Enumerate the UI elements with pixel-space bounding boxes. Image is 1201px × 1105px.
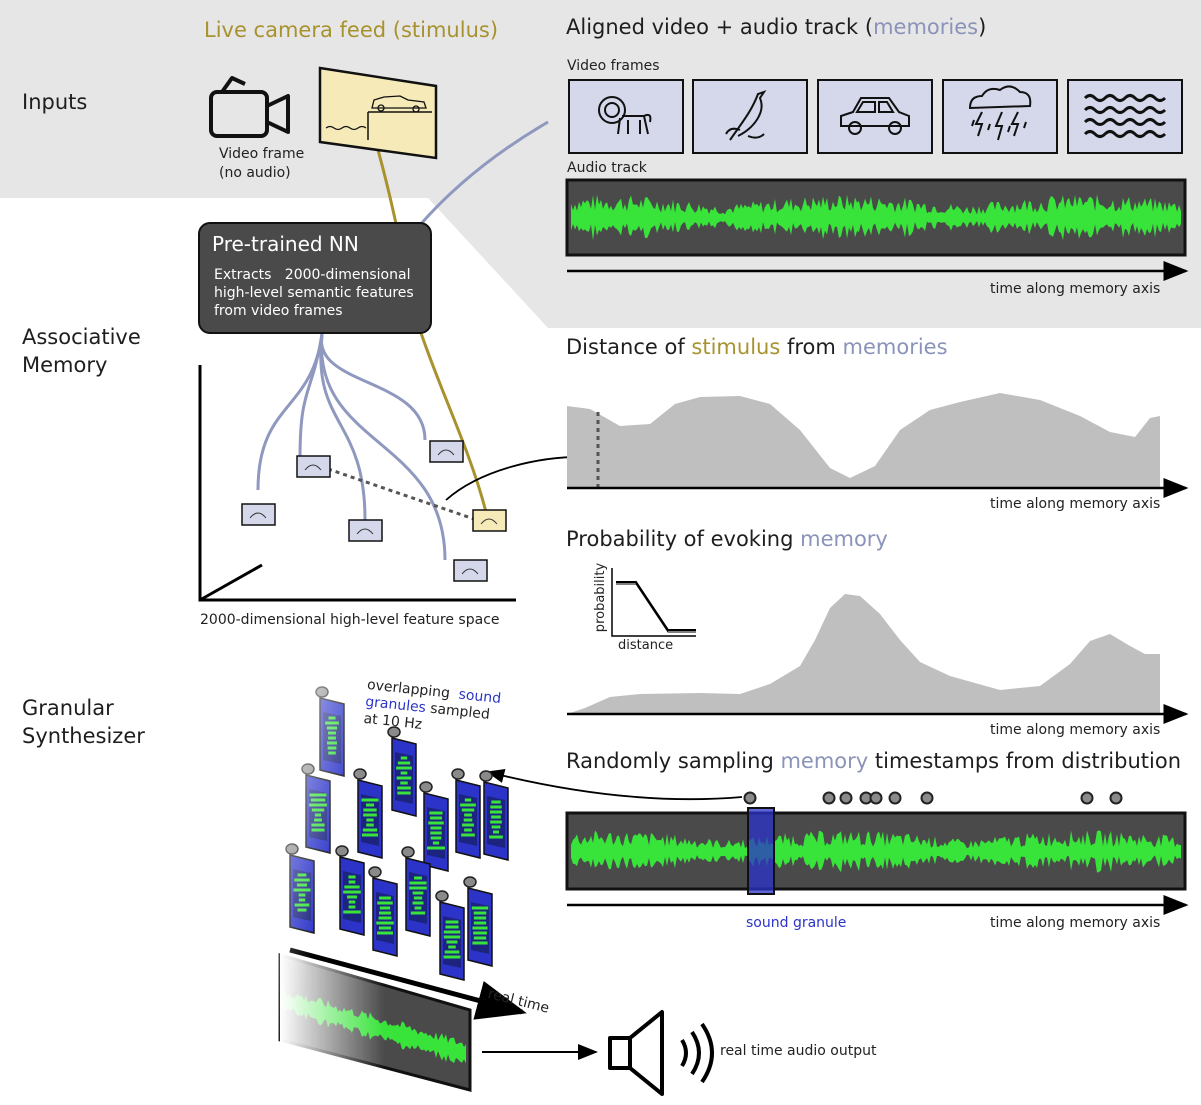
aligned-title-suffix: ): [978, 15, 987, 39]
car-icon: [371, 95, 427, 113]
granule-arrow: [486, 768, 743, 801]
video-frames: [568, 79, 1183, 154]
speaker-icon: [608, 1010, 714, 1096]
probability-title-a: Probability of evoking: [566, 527, 801, 551]
feature-item-storm: [348, 519, 383, 542]
nn-title: Pre-trained NN: [212, 232, 359, 256]
sound-granule-window: [747, 807, 775, 895]
video-frames-label: Video frames: [567, 58, 660, 74]
video-frame: [568, 79, 684, 154]
sample-dot: [1109, 791, 1123, 805]
sample-dot: [920, 791, 934, 805]
feature-space-caption: 2000-dimensional high-level feature spac…: [200, 612, 500, 628]
aligned-title-prefix: Aligned video + audio track (: [566, 15, 874, 39]
storm-icon: [968, 85, 1032, 141]
video-frame: [942, 79, 1058, 154]
live-feed-title: Live camera feed (stimulus): [204, 18, 499, 42]
output-label: real time audio output: [720, 1043, 877, 1059]
lion-icon: [598, 96, 652, 135]
feature-item-bird: [241, 503, 276, 526]
video-frame: [692, 79, 808, 154]
granule: [419, 781, 449, 872]
aligned-title-highlight: memories: [873, 15, 979, 39]
granule-label: sound granule: [746, 915, 847, 931]
axis-label-probability: time along memory axis: [990, 722, 1161, 738]
section-assoc-1: Associative: [22, 325, 141, 349]
waves-icon: [1083, 94, 1167, 138]
sampling-title-a: Randomly sampling: [566, 749, 781, 773]
video-frame: [1067, 79, 1183, 154]
car-icon: [840, 97, 910, 135]
sampling-waveform: [571, 830, 1181, 873]
camera-caption-2: (no audio): [219, 165, 291, 181]
inset-xlabel: distance: [618, 638, 674, 653]
probability-title: Probability of evoking memory: [566, 527, 888, 551]
feature-item-car: [453, 559, 488, 582]
camera-icon: [209, 76, 290, 138]
sample-dot: [822, 791, 836, 805]
probability-title-mem: memory: [800, 527, 888, 551]
axis-label-distance: time along memory axis: [990, 496, 1161, 512]
video-frame: [817, 79, 933, 154]
section-granular-2: Synthesizer: [22, 724, 145, 748]
axis-label-top: time along memory axis: [990, 281, 1161, 297]
distance-title-a: Distance of: [566, 335, 692, 359]
sample-dot: [1080, 791, 1094, 805]
audio-waveform: [571, 194, 1181, 241]
sample-dot: [743, 791, 757, 805]
inset-ylabel: probability: [593, 562, 609, 633]
bird-icon: [725, 90, 767, 141]
probability-inset: [611, 568, 696, 637]
granule: [479, 770, 509, 861]
feature-space-items: [241, 440, 507, 582]
sampling-title-b: timestamps from distribution: [868, 749, 1182, 773]
sampling-title: Randomly sampling memory timestamps from…: [566, 749, 1181, 773]
stimulus-distance-dotted: [327, 467, 475, 521]
section-granular-1: Granular: [22, 696, 114, 720]
distance-curve: [567, 393, 1160, 488]
nn-box: Pre-trained NN Extracts 2000-dimensional…: [198, 222, 432, 334]
probability-curve: [567, 594, 1160, 714]
granule: [463, 876, 493, 967]
distance-title: Distance of stimulus from memories: [566, 335, 948, 359]
sample-dot: [839, 791, 853, 805]
aligned-track-title: Aligned video + audio track (memories): [566, 15, 986, 39]
distance-title-b: from: [780, 335, 843, 359]
feature-item-lion: [296, 455, 331, 478]
nn-body: Extracts 2000-dimensional high-level sem…: [214, 267, 414, 319]
distance-title-mem: memories: [842, 335, 948, 359]
stimulus-frame: [318, 66, 438, 160]
feature-item-waves: [429, 440, 464, 463]
memory-link-line: [418, 120, 549, 226]
granule: [435, 890, 465, 981]
granule-fade: [270, 640, 400, 1105]
camera-caption-1: Video frame: [219, 146, 305, 162]
granule: [401, 846, 431, 937]
sample-dot: [869, 791, 883, 805]
granule: [451, 768, 481, 859]
sample-dot: [888, 791, 902, 805]
distance-title-stim: stimulus: [691, 335, 781, 359]
feature-space-axes: [198, 365, 516, 602]
feature-item-stimulus: [472, 509, 507, 532]
section-inputs: Inputs: [22, 90, 88, 114]
section-assoc-2: Memory: [22, 353, 108, 377]
sampling-title-mem: memory: [780, 749, 869, 773]
sample-timestamps: [743, 791, 1123, 805]
axis-label-sampling: time along memory axis: [990, 915, 1161, 931]
audio-track-label: Audio track: [567, 160, 647, 176]
feature-fan-lines: [256, 333, 447, 561]
